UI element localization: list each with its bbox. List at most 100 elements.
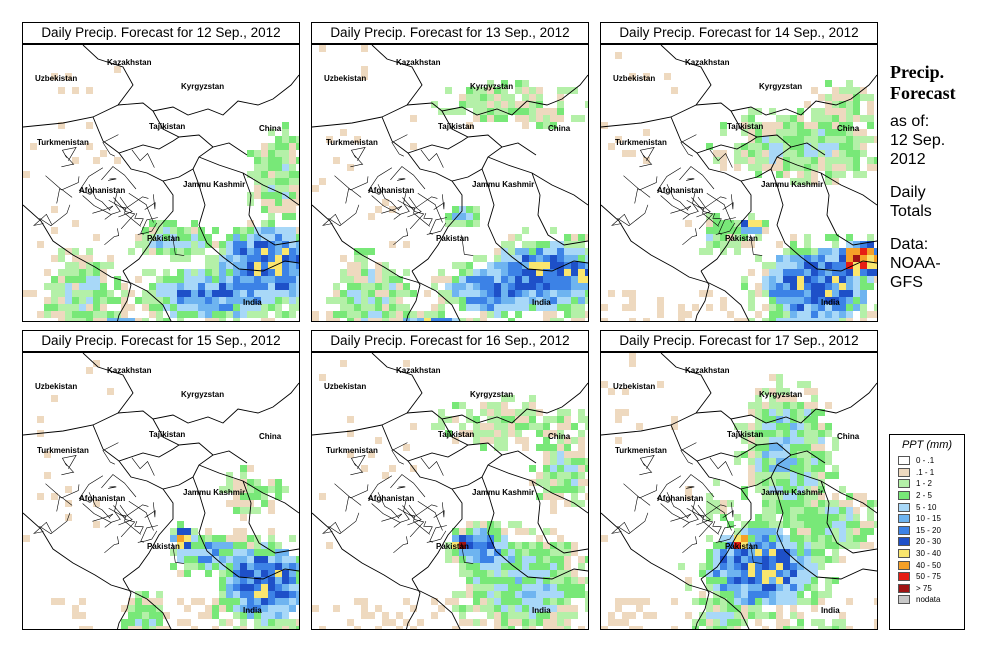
precip-cell xyxy=(275,626,282,629)
precip-cell xyxy=(529,598,536,605)
precip-cell xyxy=(354,255,361,262)
precip-cell xyxy=(536,409,543,416)
precip-cell xyxy=(466,563,473,570)
precip-cell xyxy=(275,612,282,619)
precip-cell xyxy=(699,563,706,570)
precip-cell xyxy=(832,472,839,479)
precip-cell xyxy=(804,269,811,276)
precip-cell xyxy=(282,486,289,493)
precip-cell xyxy=(867,542,874,549)
precip-cell xyxy=(790,150,797,157)
precip-cell xyxy=(734,556,741,563)
precip-cell xyxy=(790,241,797,248)
precip-cell xyxy=(550,108,557,115)
precip-cell xyxy=(466,528,473,535)
precip-cell xyxy=(818,94,825,101)
precip-cell xyxy=(240,619,247,626)
precip-cell xyxy=(275,178,282,185)
precip-cell xyxy=(107,297,114,304)
precip-cell xyxy=(727,500,734,507)
precip-cell xyxy=(289,206,296,213)
precip-cell xyxy=(473,213,480,220)
precip-cell xyxy=(543,115,550,122)
precip-cell xyxy=(741,143,748,150)
precip-cell xyxy=(853,514,860,521)
legend-item: 5 - 10 xyxy=(890,501,964,513)
precip-cell xyxy=(501,297,508,304)
precip-cell xyxy=(452,416,459,423)
precip-cell xyxy=(818,276,825,283)
precip-cell xyxy=(282,234,289,241)
precip-cell xyxy=(783,500,790,507)
precip-cell xyxy=(685,577,692,584)
precip-cell xyxy=(874,311,877,318)
precip-cell xyxy=(261,605,268,612)
precip-cell xyxy=(487,563,494,570)
precip-cell xyxy=(275,164,282,171)
precip-cell xyxy=(529,115,536,122)
precip-cell xyxy=(233,591,240,598)
precip-cell xyxy=(247,493,254,500)
precip-cell xyxy=(296,283,299,290)
province-boundary xyxy=(393,228,409,246)
precip-cell xyxy=(755,234,762,241)
precip-cell xyxy=(177,542,184,549)
precip-cell xyxy=(205,262,212,269)
precip-cell xyxy=(790,605,797,612)
precip-cell xyxy=(578,451,585,458)
precip-cell xyxy=(769,479,776,486)
precip-cell xyxy=(466,220,473,227)
precip-cell xyxy=(466,409,473,416)
precip-cell xyxy=(557,444,564,451)
province-boundary xyxy=(78,475,104,502)
precip-cell xyxy=(382,619,389,626)
precip-cell xyxy=(261,563,268,570)
precip-cell xyxy=(783,542,790,549)
precip-cell xyxy=(508,598,515,605)
province-boundary xyxy=(56,496,73,512)
precip-cell xyxy=(783,136,790,143)
precip-cell xyxy=(629,612,636,619)
precip-cell xyxy=(23,535,30,542)
precip-cell xyxy=(762,129,769,136)
precip-cell xyxy=(170,283,177,290)
precip-cell xyxy=(205,535,212,542)
precip-cell xyxy=(226,276,233,283)
precip-cell xyxy=(128,304,135,311)
precip-cell xyxy=(706,500,713,507)
precip-cell xyxy=(205,542,212,549)
precip-cell xyxy=(720,304,727,311)
precip-cell xyxy=(818,409,825,416)
precip-cell xyxy=(860,269,867,276)
precip-cell xyxy=(776,423,783,430)
precip-cell xyxy=(268,570,275,577)
precip-cell xyxy=(480,304,487,311)
precip-cell xyxy=(804,549,811,556)
precip-cell xyxy=(769,164,776,171)
data-source-line3: GFS xyxy=(890,274,923,291)
precip-cell xyxy=(748,157,755,164)
precip-cell xyxy=(699,248,706,255)
precip-cell xyxy=(783,521,790,528)
province-boundary xyxy=(171,542,185,564)
precip-cell xyxy=(601,535,608,542)
precip-cell xyxy=(494,108,501,115)
precip-cell xyxy=(347,311,354,318)
precip-cell xyxy=(571,115,578,122)
precip-cell xyxy=(494,115,501,122)
precip-cell xyxy=(832,115,839,122)
precip-cell xyxy=(51,311,58,318)
precip-cell xyxy=(198,598,205,605)
precip-cell xyxy=(198,241,205,248)
precip-cell xyxy=(389,290,396,297)
precip-cell xyxy=(811,409,818,416)
precip-cell xyxy=(571,304,578,311)
precip-cell xyxy=(550,241,557,248)
precip-cell xyxy=(431,276,438,283)
precip-cell xyxy=(233,584,240,591)
precip-cell xyxy=(191,598,198,605)
precip-cell xyxy=(543,584,550,591)
legend-swatch xyxy=(898,479,910,489)
precip-cell xyxy=(776,143,783,150)
precip-cell xyxy=(410,605,417,612)
